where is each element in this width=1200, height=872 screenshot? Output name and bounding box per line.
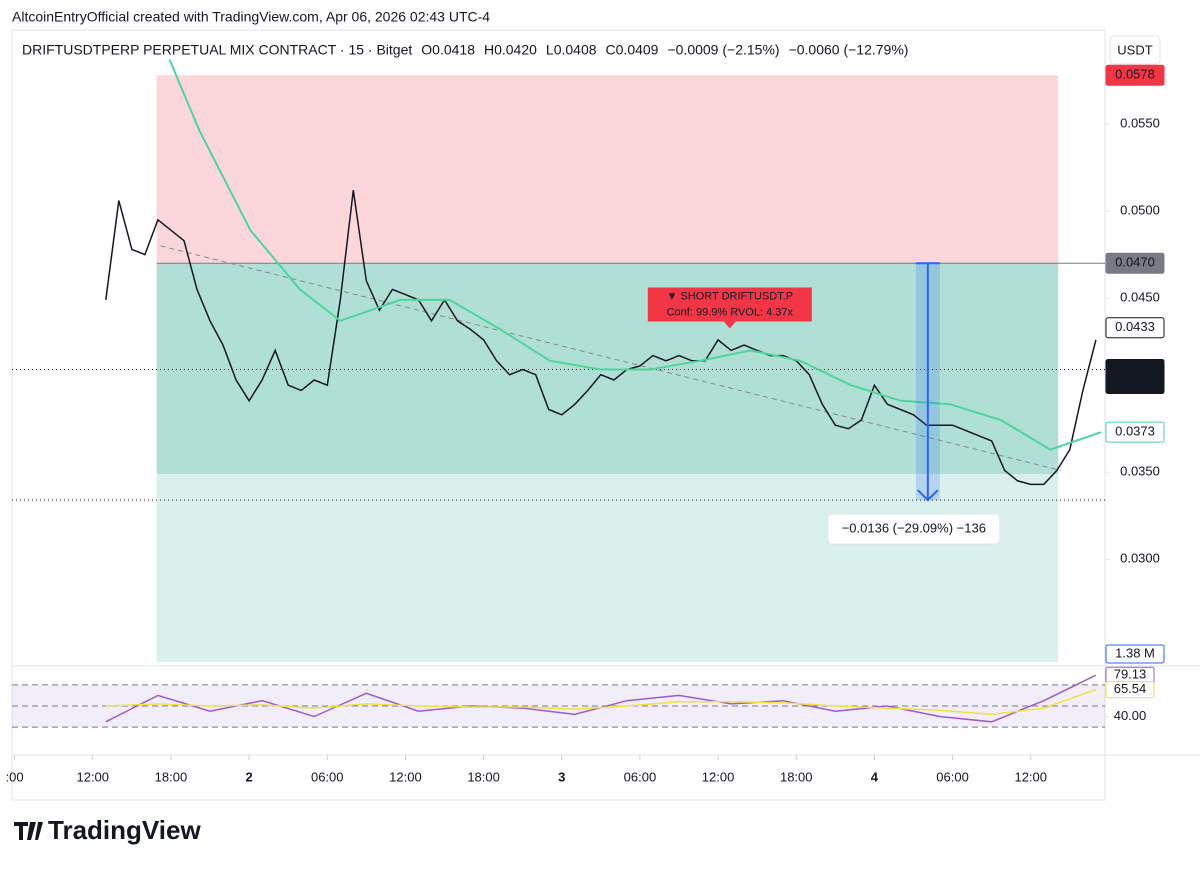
- price-tag-label: 0.0578: [1115, 67, 1155, 82]
- x-tick-label: 06:00: [936, 769, 969, 784]
- price-tag: [1105, 64, 1165, 86]
- x-tick-label: 12:00: [1014, 769, 1047, 784]
- price-tag: [1105, 421, 1165, 443]
- x-tick-label: 12:00: [76, 769, 109, 784]
- currency: USDT: [1117, 42, 1152, 57]
- y-tick-label: 0.0300: [1120, 551, 1160, 566]
- x-tick-label: 18:00: [467, 769, 500, 784]
- rsi-tag: [1105, 681, 1155, 699]
- currency-button[interactable]: [1109, 35, 1161, 65]
- legend-text: O0.0418: [421, 42, 475, 58]
- logo: TradingView: [48, 815, 201, 845]
- measure-head: [917, 489, 939, 502]
- y-tick-label: 0.0500: [1120, 203, 1160, 218]
- volume-tag: [1105, 644, 1165, 664]
- series-line: [105, 688, 1097, 716]
- measure-box: [827, 513, 1001, 545]
- rsi-tag-label: 65.54: [1114, 681, 1147, 696]
- countdown: 01:27: [1119, 376, 1152, 391]
- price-tag: [1105, 317, 1165, 339]
- x-tick-label: 06:00: [624, 769, 657, 784]
- legend-text: L0.0408: [546, 42, 597, 58]
- x-tick-label: :00: [6, 769, 24, 784]
- target-zone: [156, 263, 1059, 662]
- price-tag-label: 0.0409: [1115, 361, 1155, 376]
- legend-text: H0.0420: [484, 42, 537, 58]
- measure-label: −0.0136 (−29.09%) −136: [842, 521, 986, 536]
- price-tag: [1105, 252, 1165, 274]
- x-tick-label: 18:00: [780, 769, 813, 784]
- x-tick-label: 12:00: [702, 769, 735, 784]
- y-tick-label: 0.0450: [1120, 290, 1160, 305]
- signal-text: Conf: 99.9% RVOL: 4.37x: [667, 306, 794, 318]
- stop-zone: [156, 75, 1059, 264]
- rsi-tick-label: 40.00: [1114, 708, 1147, 723]
- price-tag: [1105, 359, 1165, 395]
- rsi-tag-label: 79.13: [1114, 667, 1147, 682]
- signal-box: [647, 287, 812, 329]
- signal-text: ▼ SHORT DRIFTUSDT.P: [667, 290, 794, 302]
- x-tick-label: 06:00: [311, 769, 344, 784]
- x-tick-label: 12:00: [389, 769, 422, 784]
- price-tag-label: 0.0433: [1115, 319, 1155, 334]
- legend-text: −0.0009 (−2.15%): [667, 42, 779, 58]
- price-tag-label: 0.0373: [1115, 424, 1155, 439]
- x-tick-label: 3: [558, 769, 565, 784]
- legend-text: C0.0409: [606, 42, 659, 58]
- logo-icon: [14, 822, 43, 840]
- price-tag-label: 0.0470: [1115, 255, 1155, 270]
- legend-text: −0.0060 (−12.79%): [789, 42, 909, 58]
- trendline: [160, 245, 1061, 471]
- pane-border: [11, 29, 1106, 801]
- x-tick-label: 18:00: [155, 769, 188, 784]
- y-tick-label: 0.0350: [1120, 464, 1160, 479]
- x-tick-label: 4: [871, 769, 879, 784]
- legend-text: DRIFTUSDTPERP PERPETUAL MIX CONTRACT · 1…: [22, 42, 412, 58]
- y-tick-label: 0.0550: [1120, 115, 1160, 130]
- x-tick-label: 2: [245, 769, 252, 784]
- series-line: [105, 190, 1097, 486]
- volume-label: 1.38 M: [1115, 645, 1155, 660]
- header: AltcoinEntryOfficial created with Tradin…: [12, 9, 490, 25]
- moving-average: [168, 59, 1102, 451]
